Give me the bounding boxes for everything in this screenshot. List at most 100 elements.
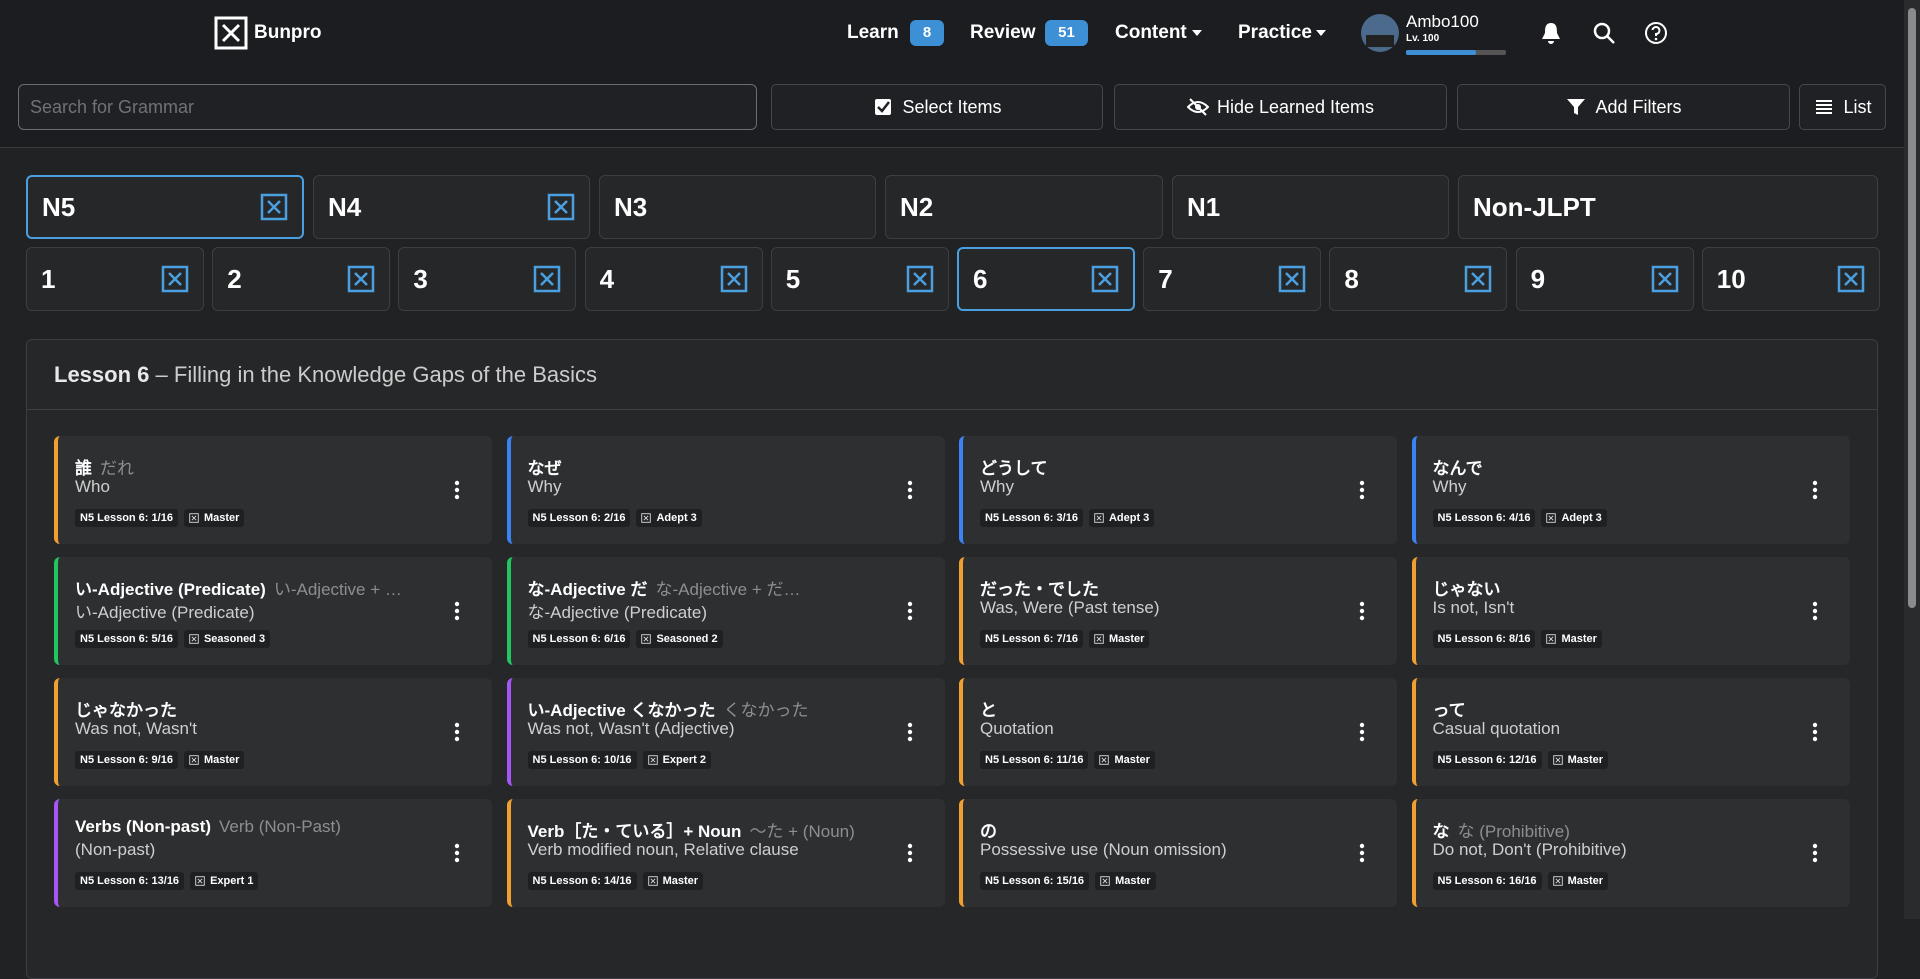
srs-badge: Master: [183, 509, 245, 527]
review-link[interactable]: Review: [970, 22, 1036, 43]
help-icon[interactable]: [1644, 21, 1668, 45]
lesson-tab[interactable]: 7: [1143, 247, 1322, 311]
grammar-card[interactable]: どうして Why N5 Lesson 6: 3/16 Adept 3: [959, 436, 1397, 544]
grammar-meaning: Possessive use (Noun omission): [980, 840, 1227, 859]
level-tab[interactable]: N5: [26, 175, 304, 239]
toolbar-button[interactable]: Hide Learned Items: [1114, 84, 1447, 130]
grammar-card[interactable]: って Casual quotation N5 Lesson 6: 12/16 Mast…: [1411, 678, 1850, 786]
lesson-tab[interactable]: 4: [584, 247, 763, 311]
lesson-icon: [1091, 265, 1119, 293]
bell-icon[interactable]: [1540, 21, 1562, 45]
grammar-card[interactable]: と Quotation N5 Lesson 6: 11/16 Master: [959, 678, 1397, 786]
lesson-badge: N5 Lesson 6: 5/16: [75, 630, 178, 648]
grammar-card[interactable]: 誰だれ Who N5 Lesson 6: 1/16 Master: [54, 436, 492, 544]
toolbar-button[interactable]: Select Items: [771, 84, 1103, 130]
card-title: の: [980, 817, 997, 842]
grammar-subtitle: ～た + (Noun): [749, 822, 855, 841]
level-tab[interactable]: N4: [313, 175, 590, 239]
lesson-tab[interactable]: 10: [1701, 247, 1880, 311]
search-icon[interactable]: [1593, 22, 1615, 44]
lesson-tab[interactable]: 3: [398, 247, 577, 311]
srs-level: Adept 3: [1108, 512, 1150, 524]
card-menu[interactable]: [454, 722, 460, 747]
grammar-card[interactable]: なんで Why N5 Lesson 6: 4/16 Adept 3: [1411, 436, 1850, 544]
srs-icon: [1552, 755, 1563, 765]
grammar-card[interactable]: い-Adjective くなかった くなかった Was not, Wasn't (A…: [506, 678, 945, 786]
card-menu[interactable]: [907, 722, 913, 747]
lesson-icon: [1837, 265, 1865, 293]
scroll-thumb[interactable]: [1908, 8, 1916, 608]
grammar-title: 誰: [75, 459, 92, 478]
grammar-card[interactable]: い-Adjective (Predicate) い-Adjective + … い-…: [54, 557, 492, 665]
level-tab[interactable]: N3: [599, 175, 876, 239]
card-menu[interactable]: [1359, 843, 1365, 868]
card-menu[interactable]: [907, 601, 913, 626]
card-menu[interactable]: [907, 480, 913, 505]
level-tab[interactable]: Non-JLPT: [1458, 175, 1878, 239]
toolbar: Search for Grammar Select Items Hide Lear…: [0, 70, 1904, 148]
lesson-tab[interactable]: 2: [212, 247, 391, 311]
level-label: N5: [42, 191, 76, 222]
toolbar-button[interactable]: List: [1799, 84, 1886, 130]
card-menu[interactable]: [1812, 601, 1818, 626]
lesson-badge: N5 Lesson 6: 2/16: [527, 509, 631, 527]
grammar-card[interactable]: なぜ Why N5 Lesson 6: 2/16 Adept 3: [506, 436, 945, 544]
card-footer: N5 Lesson 6: 7/16 Master: [980, 630, 1150, 648]
grammar-card[interactable]: Verb［た・ている］+ Noun ～た + (Noun) Verb modifie…: [506, 799, 945, 907]
card-menu[interactable]: [454, 843, 460, 868]
lesson-tab[interactable]: 8: [1329, 247, 1508, 311]
level-label: N4: [328, 191, 362, 222]
grammar-card[interactable]: だった・でした Was, Were (Past tense) N5 Lesson 6…: [959, 557, 1397, 665]
learn-count[interactable]: 8: [910, 20, 944, 46]
card-menu[interactable]: [907, 843, 913, 868]
card-footer: N5 Lesson 6: 16/16 Master: [1432, 872, 1609, 890]
lesson-icon: [347, 265, 375, 293]
card-footer: N5 Lesson 6: 15/16 Master: [980, 872, 1156, 890]
card-menu[interactable]: [1359, 722, 1365, 747]
grammar-card[interactable]: なな (Prohibitive) Do not, Don't (Prohibiti…: [1411, 799, 1850, 907]
srs-level: Adept 3: [656, 512, 697, 524]
lesson-tab[interactable]: 5: [770, 247, 949, 311]
lesson-separator: –: [155, 362, 168, 387]
level-tab[interactable]: N2: [885, 175, 1163, 239]
username[interactable]: Ambo100: [1406, 12, 1479, 31]
card-menu[interactable]: [1359, 601, 1365, 626]
toolbar-button[interactable]: Add Filters: [1457, 84, 1790, 130]
search-input[interactable]: Search for Grammar: [18, 84, 757, 130]
lesson-tab[interactable]: 9: [1515, 247, 1694, 311]
card-menu[interactable]: [1812, 843, 1818, 868]
card-menu[interactable]: [1812, 480, 1818, 505]
button-icon: [875, 99, 892, 115]
content-menu[interactable]: Content: [1115, 22, 1187, 43]
grammar-card[interactable]: じゃなかった Was not, Wasn't N5 Lesson 6: 9/16 Ma…: [54, 678, 492, 786]
card-title: じゃない: [1433, 575, 1501, 600]
card-title: なな (Prohibitive): [1433, 817, 1570, 842]
grammar-card[interactable]: じゃない Is not, Isn't N5 Lesson 6: 8/16 Master: [1411, 557, 1850, 665]
learn-link[interactable]: Learn: [847, 22, 899, 43]
lesson-badge: N5 Lesson 6: 8/16: [1432, 630, 1536, 648]
grammar-title: と: [980, 701, 997, 720]
srs-badge: Master: [642, 872, 704, 890]
grammar-title: の: [980, 822, 997, 841]
avatar[interactable]: [1360, 13, 1400, 53]
lesson-tab[interactable]: 1: [26, 247, 204, 311]
button-label: Add Filters: [1595, 96, 1682, 117]
card-menu[interactable]: [1359, 480, 1365, 505]
lesson-badge: N5 Lesson 6: 9/16: [75, 751, 178, 769]
lesson-tab[interactable]: 6: [957, 247, 1135, 311]
lesson-label: 7: [1158, 263, 1173, 294]
card-menu[interactable]: [454, 601, 460, 626]
card-menu[interactable]: [454, 480, 460, 505]
card-menu[interactable]: [1812, 722, 1818, 747]
review-count[interactable]: 51: [1045, 20, 1088, 46]
grammar-card[interactable]: な-Adjective だな-Adjective + だ… な-Adjective…: [506, 557, 945, 665]
level-tab[interactable]: N1: [1172, 175, 1449, 239]
grammar-card[interactable]: の Possessive use (Noun omission) N5 Lesson…: [959, 799, 1397, 907]
logo-text[interactable]: Bunpro: [254, 22, 322, 43]
level-label: N2: [900, 191, 934, 222]
srs-badge: Adept 3: [636, 509, 702, 527]
kebab-icon: [454, 722, 460, 742]
grammar-card[interactable]: Verbs (Non-past) Verb (Non-Past) (Non-past…: [54, 799, 492, 907]
practice-menu[interactable]: Practice: [1238, 22, 1312, 43]
lesson-badge: N5 Lesson 6: 13/16: [75, 872, 185, 890]
